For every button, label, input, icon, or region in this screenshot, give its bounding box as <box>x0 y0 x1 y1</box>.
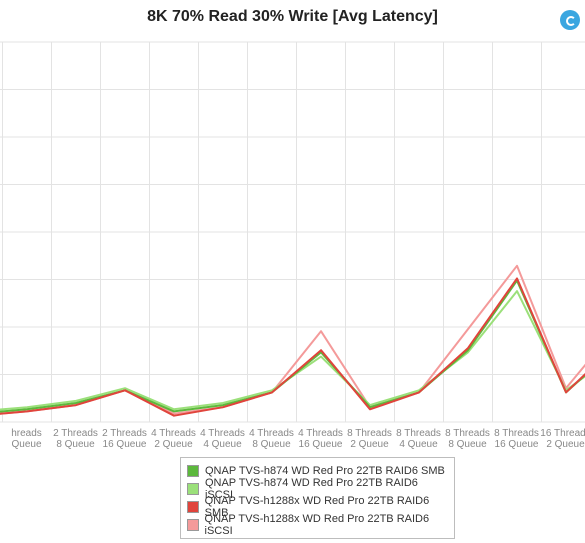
series-line <box>0 277 585 417</box>
logo-icon <box>560 10 580 30</box>
x-tick-label: 8 Threads 8 Queue <box>445 428 490 450</box>
legend-label: QNAP TVS-h874 WD Red Pro 22TB RAID6 iSCS… <box>204 477 418 501</box>
legend-item[interactable]: QNAP TVS-h1288x WD Red Pro 22TB RAID6 SM… <box>187 495 448 519</box>
legend-label: QNAP TVS-h1288x WD Red Pro 22TB RAID6 SM… <box>204 495 430 519</box>
x-tick-label: hreads Queue <box>11 428 42 450</box>
x-tick-label: 4 Threads 4 Queue <box>200 428 245 450</box>
series-line <box>0 279 585 413</box>
x-tick-label: 8 Threads 4 Queue <box>396 428 441 450</box>
legend-swatch <box>187 501 199 513</box>
legend-label: QNAP TVS-h874 WD Red Pro 22TB RAID6 SMB <box>205 465 445 477</box>
x-tick-label: 4 Threads 8 Queue <box>249 428 294 450</box>
series-line <box>0 264 585 415</box>
legend-item[interactable]: QNAP TVS-h1288x WD Red Pro 22TB RAID6 iS… <box>187 513 448 537</box>
legend-swatch <box>187 519 199 531</box>
legend-swatch <box>187 483 199 495</box>
chart-title: 8K 70% Read 30% Write [Avg Latency] <box>147 8 438 25</box>
legend-item[interactable]: QNAP TVS-h874 WD Red Pro 22TB RAID6 SMB <box>187 462 448 480</box>
x-tick-label: 2 Threads 8 Queue <box>53 428 98 450</box>
legend-swatch <box>187 465 199 477</box>
x-tick-label: 8 Threads 2 Queue <box>347 428 392 450</box>
grid-lines <box>0 41 585 423</box>
x-tick-label: 4 Threads 2 Queue <box>151 428 196 450</box>
legend-label: QNAP TVS-h1288x WD Red Pro 22TB RAID6 iS… <box>204 513 430 537</box>
x-tick-label: 4 Threads 16 Queue <box>298 428 343 450</box>
x-tick-label: 8 Threads 16 Queue <box>494 428 539 450</box>
legend-item[interactable]: QNAP TVS-h874 WD Red Pro 22TB RAID6 iSCS… <box>187 477 448 501</box>
legend: QNAP TVS-h874 WD Red Pro 22TB RAID6 SMB Q… <box>180 457 455 539</box>
x-tick-label: 2 Threads 16 Queue <box>102 428 147 450</box>
